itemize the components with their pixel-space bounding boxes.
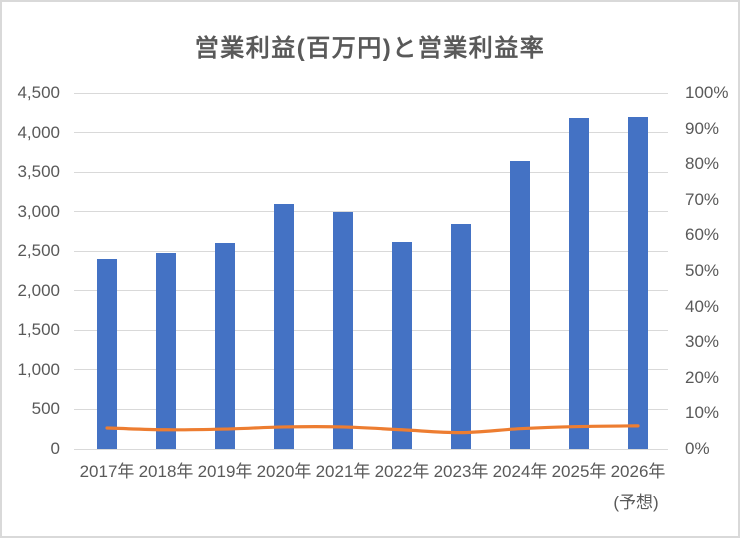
category-label: 2020年 (256, 462, 312, 481)
right-axis-tick-label: 0% (685, 439, 710, 458)
forecast-note-label: (予想) (613, 493, 659, 512)
gridline (74, 171, 668, 173)
left-axis-tick-label: 1,500 (17, 320, 60, 340)
gridline (74, 408, 668, 410)
right-axis-tick-label: 50% (685, 261, 720, 280)
right-axis-tick-label: 40% (685, 296, 720, 316)
right-axis-tick-label: 10% (685, 403, 720, 423)
gridline (74, 132, 668, 134)
left-axis-tick-label: 2,500 (17, 241, 60, 261)
operating-profit-bar (628, 116, 648, 449)
left-axis-tick-label: 500 (31, 399, 60, 419)
category-label: 2019年 (197, 462, 253, 481)
operating-profit-bar (510, 161, 530, 449)
right-axis-tick-label: 30% (685, 332, 720, 352)
left-axis-tick-label: 2,000 (17, 280, 60, 300)
right-axis-tick-label: 20% (685, 367, 720, 387)
operating-profit-bar (333, 211, 353, 449)
operating-profit-bar (97, 259, 117, 449)
right-axis-tick-label: 80% (685, 154, 720, 174)
operating-profit-bar (451, 223, 471, 449)
left-axis-tick-label: 4,500 (17, 83, 60, 102)
gridline (74, 250, 668, 252)
gridline (74, 211, 668, 213)
operating-profit-bar (156, 253, 176, 449)
left-axis-tick-label: 0 (50, 439, 60, 458)
operating-profit-bar (215, 243, 235, 449)
operating-profit-bar (274, 203, 294, 449)
left-axis-tick-label: 1,000 (17, 359, 60, 379)
category-label: 2025年 (551, 462, 607, 481)
right-axis-tick-label: 90% (685, 118, 720, 138)
category-label: 2023年 (433, 462, 489, 481)
operating-profit-bar (392, 241, 412, 449)
gridline (74, 369, 668, 371)
gridline (74, 448, 668, 450)
gridline (74, 329, 668, 331)
category-label: 2024年 (492, 462, 548, 481)
gridline (74, 92, 668, 94)
chart-title: 営業利益(百万円)と営業利益率 (194, 35, 546, 62)
category-label: 2021年 (315, 462, 371, 481)
category-label: 2018年 (138, 462, 194, 481)
category-label: 2022年 (374, 462, 430, 481)
left-axis-tick-label: 3,500 (17, 162, 60, 182)
operating-profit-bar (569, 118, 589, 449)
right-axis-tick-label: 60% (685, 225, 720, 245)
left-axis-tick-label: 4,000 (17, 122, 60, 142)
category-label: 2026年 (610, 462, 666, 481)
category-label: 2017年 (79, 462, 135, 481)
right-axis-tick-label: 70% (685, 189, 720, 209)
right-axis-tick-label: 100% (685, 83, 729, 102)
left-axis-tick-label: 3,000 (17, 201, 60, 221)
gridline (74, 290, 668, 292)
